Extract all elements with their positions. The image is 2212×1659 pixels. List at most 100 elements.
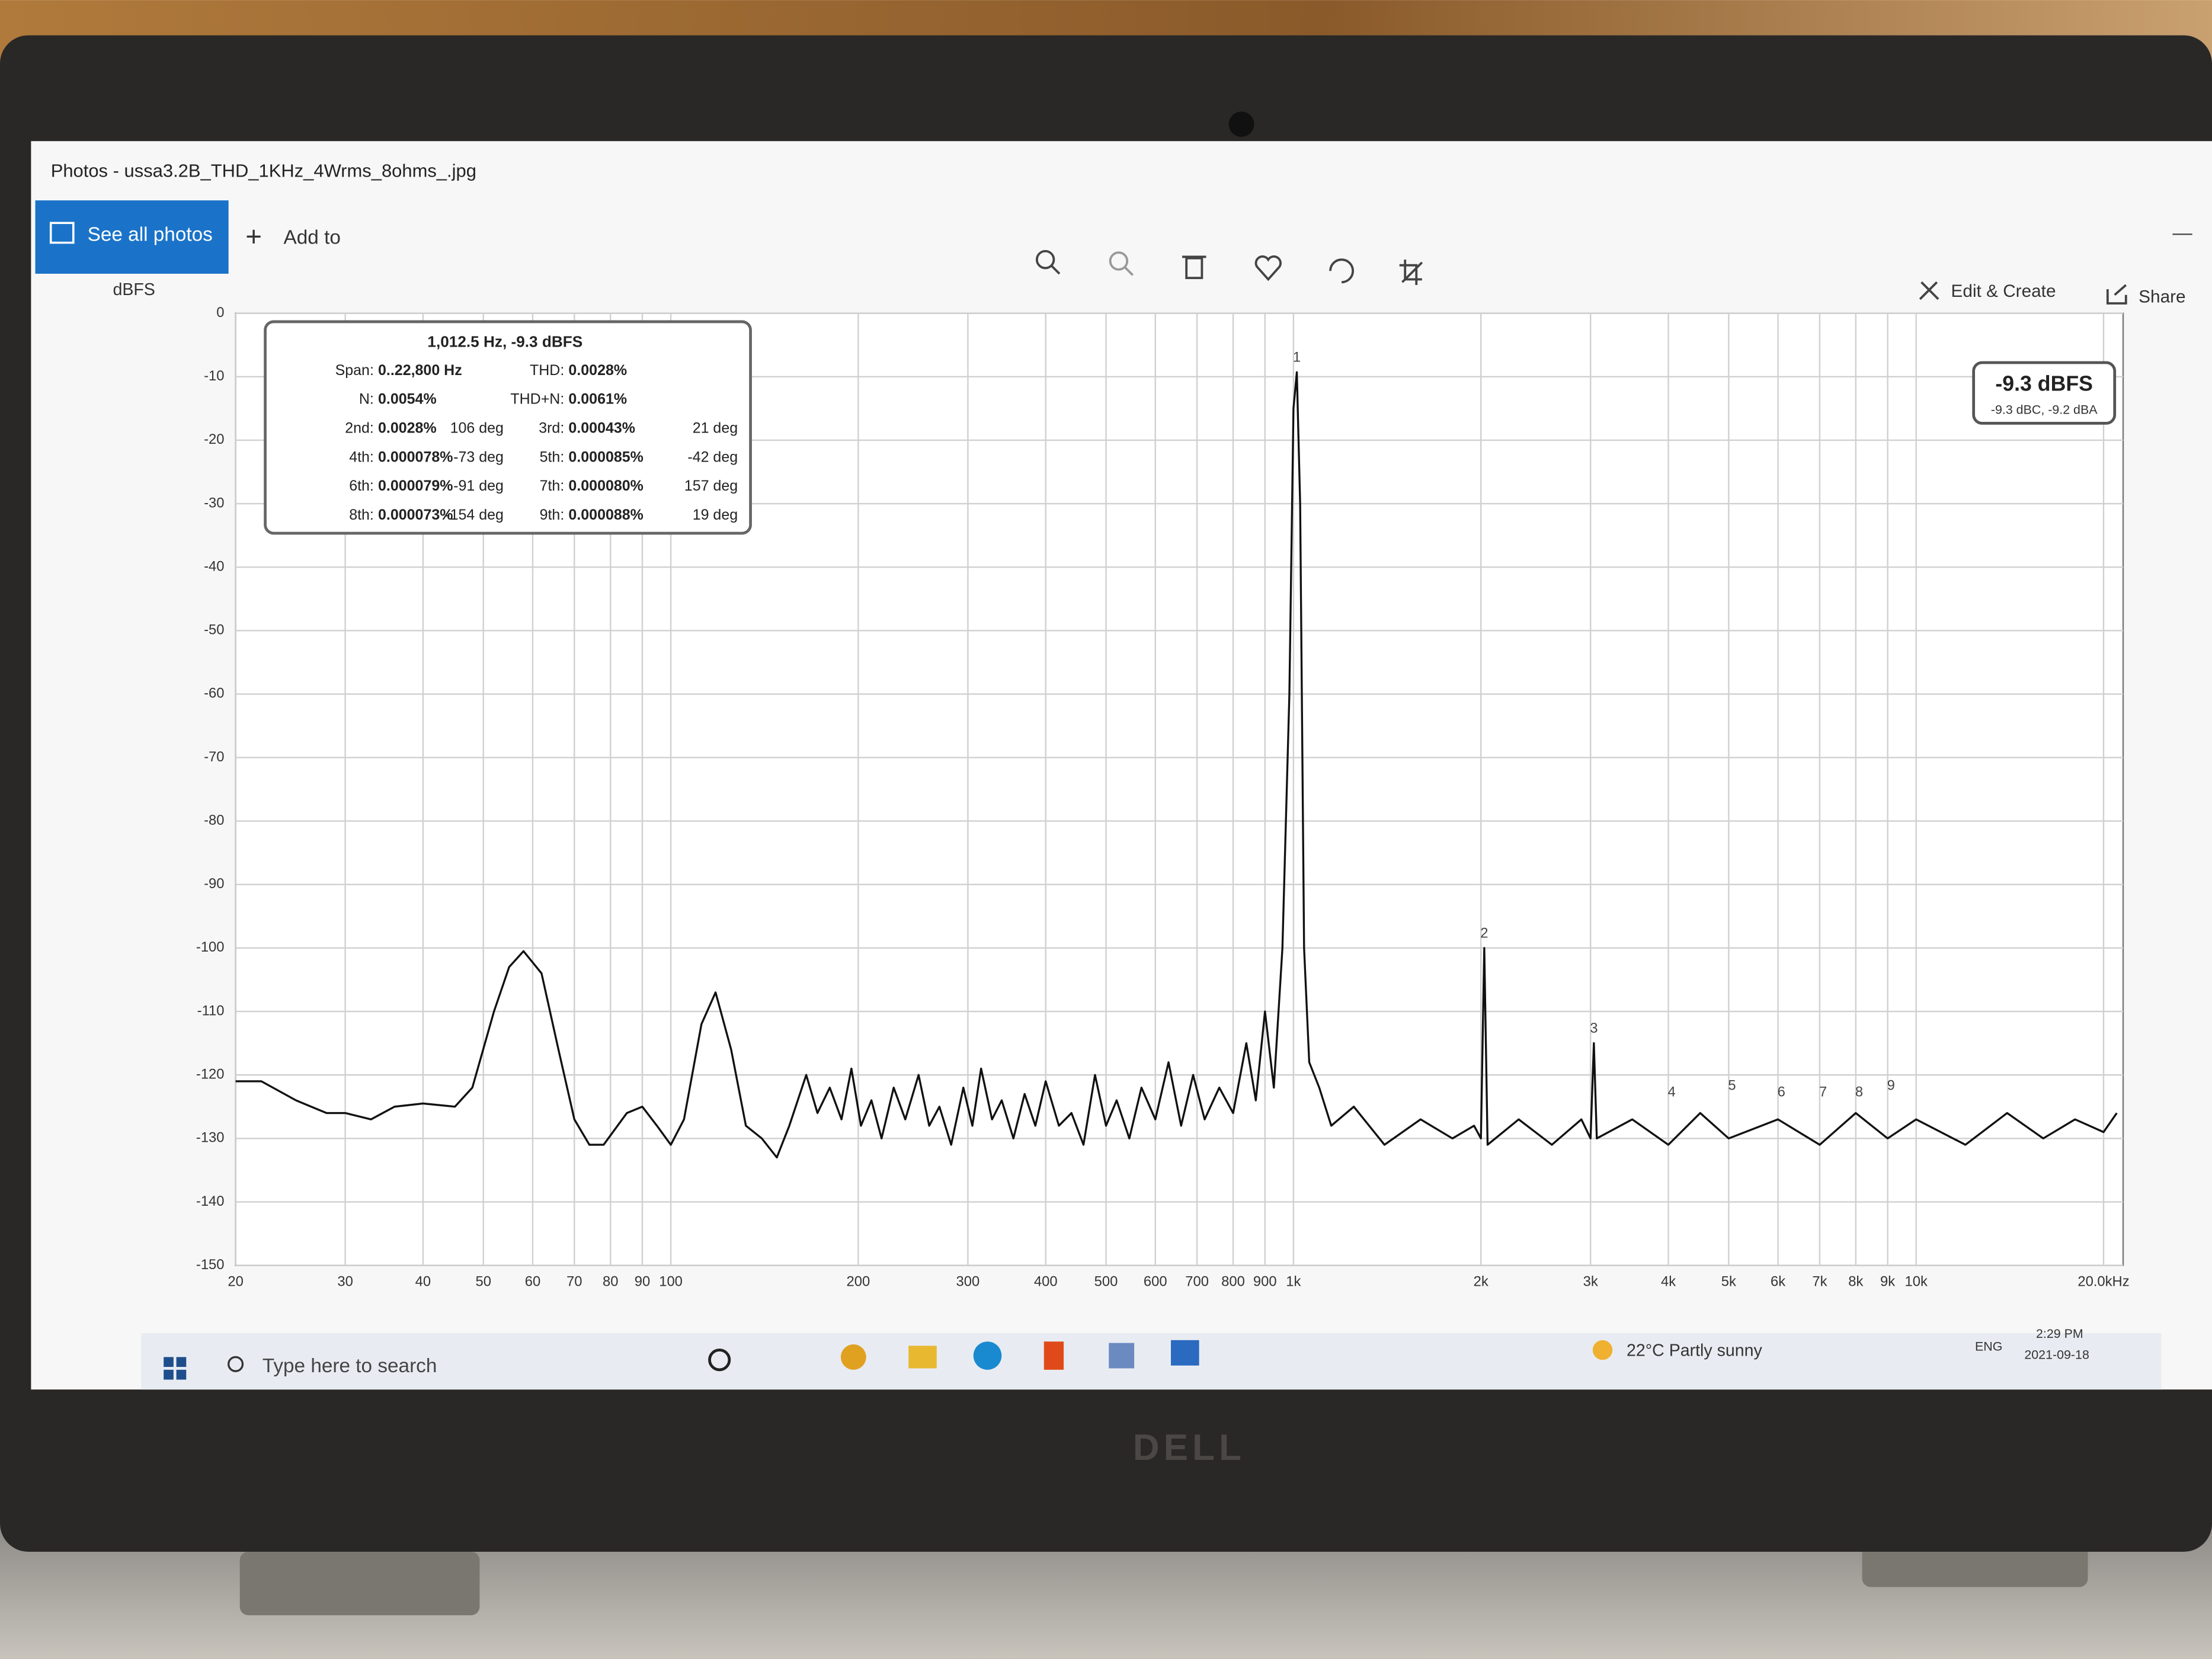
info-cell: THD: [530, 362, 564, 379]
x-tick-label: 50 [476, 1273, 491, 1289]
y-tick-label: -100 [196, 939, 225, 955]
x-tick-label: 9k [1880, 1273, 1895, 1289]
harmonic-marker: 9 [1887, 1078, 1895, 1094]
x-tick-label: 700 [1185, 1273, 1209, 1289]
y-tick-label: -110 [197, 1003, 225, 1019]
y-tick-label: 0 [216, 305, 224, 321]
info-cell: 0.00043% [568, 419, 635, 436]
y-axis-label: dBFS [113, 280, 155, 299]
webcam [1228, 111, 1254, 137]
edge[interactable] [973, 1341, 1002, 1370]
time: 2:29 PM [2036, 1327, 2083, 1341]
readout-box [1972, 361, 2117, 425]
weather[interactable]: 22°C Partly sunny [1627, 1341, 1763, 1360]
info-cell: 0.0028% [568, 362, 627, 379]
info-cell: 0.0061% [568, 391, 627, 408]
harmonic-marker: 2 [1480, 925, 1488, 941]
add-to[interactable]: Add to [284, 226, 341, 248]
x-tick-label: 7k [1812, 1273, 1827, 1289]
delete[interactable] [1185, 257, 1203, 280]
crop[interactable] [1399, 260, 1423, 286]
info-cell: 0.000088% [568, 507, 643, 523]
info-cell: 0..22,800 Hz [378, 362, 462, 379]
icon [49, 222, 75, 244]
y-tick-label: -30 [204, 495, 224, 511]
x-tick-label: 60 [525, 1273, 540, 1289]
date: 2021-09-18 [2024, 1348, 2089, 1362]
search-icon [228, 1356, 244, 1372]
x-tick-label: 70 [566, 1273, 582, 1289]
language[interactable]: ENG [1975, 1339, 2002, 1353]
y-tick-label: -140 [196, 1193, 225, 1209]
x-tick-label: 20.0kHz [2077, 1273, 2129, 1289]
cortana[interactable] [708, 1349, 731, 1372]
info-cell: 6th: [349, 478, 374, 494]
x-tick-label: 2k [1474, 1273, 1488, 1289]
readout-sub: -9.3 dBC, -9.2 dBA [1991, 403, 2098, 417]
x-tick-label: 90 [635, 1273, 650, 1289]
x-tick-label: 1k [1286, 1273, 1301, 1289]
info-cell: 0.000080% [568, 478, 643, 494]
office[interactable] [1043, 1341, 1064, 1370]
edit-create[interactable]: Edit & Create [1951, 281, 2056, 301]
readout-main: -9.3 dBFS [1995, 372, 2093, 396]
app[interactable] [1109, 1343, 1135, 1369]
weather-icon [1592, 1340, 1613, 1360]
x-tick-label: 8k [1848, 1273, 1863, 1289]
info-panel [264, 320, 752, 535]
search-box[interactable]: Type here to search [263, 1355, 437, 1377]
info-cell: 106 deg [450, 419, 504, 436]
y-tick-label: -70 [204, 749, 224, 765]
harmonic-marker: 3 [1590, 1020, 1598, 1036]
hinge [239, 1551, 480, 1616]
start-button[interactable] [164, 1357, 187, 1380]
info-cell: -154 deg [445, 507, 504, 523]
x-tick-label: 6k [1771, 1273, 1785, 1289]
x-tick-label: 30 [337, 1273, 353, 1289]
x-tick-label: 5k [1721, 1273, 1736, 1289]
info-cell: -91 deg [453, 478, 504, 494]
x-tick-label: 80 [603, 1273, 618, 1289]
see-all-button[interactable] [35, 200, 229, 274]
y-tick-label: -120 [196, 1066, 225, 1082]
x-tick-label: 200 [847, 1273, 870, 1289]
logo: DELL [1133, 1427, 1246, 1468]
info-title: 1,012.5 Hz, -9.3 dBFS [427, 333, 582, 351]
share[interactable]: Share [2139, 287, 2185, 306]
plus-icon: + [245, 221, 262, 252]
zoom-in[interactable] [1035, 249, 1055, 270]
info-cell: 4th: [349, 449, 374, 465]
harmonic-marker: 6 [1778, 1084, 1785, 1100]
y-tick-label: -50 [204, 622, 224, 638]
zoom-out[interactable] [1109, 251, 1129, 271]
x-tick-label: 100 [659, 1273, 683, 1289]
favorite[interactable] [1254, 255, 1282, 281]
info-box: 1,012.5 Hz, -9.3 dBFS Span: 0..22,800 Hz T… [264, 320, 752, 535]
y-tick-label: -20 [204, 431, 224, 447]
info-cell: -73 deg [453, 449, 504, 465]
edit-icon [1919, 281, 1939, 300]
info-cell: 3rd: [539, 419, 564, 436]
y-tick-label: -40 [204, 558, 224, 574]
see-all-label[interactable]: See all photos [88, 224, 213, 246]
x-tick-label: 400 [1034, 1273, 1058, 1289]
explorer[interactable] [908, 1346, 937, 1369]
x-tick-label: 4k [1661, 1273, 1676, 1289]
harmonic-marker: 1 [1293, 350, 1301, 366]
x-tick-label: 10k [1904, 1273, 1927, 1289]
rotate[interactable] [1329, 258, 1354, 284]
window-title: Photos - ussa3.2B_THD_1KHz_4Wrms_8ohms_.… [51, 161, 476, 181]
toolbar-icons [1035, 249, 2127, 305]
info-cell: N: [359, 391, 374, 408]
info-cell: 0.0054% [378, 391, 437, 408]
chrome[interactable] [840, 1344, 866, 1370]
y-tick-label: -90 [204, 876, 224, 892]
minimize[interactable]: — [2172, 222, 2192, 244]
y-tick-label: -80 [204, 812, 224, 828]
y-tick-label: -60 [204, 686, 224, 702]
info-cell: 0.000079% [378, 478, 453, 494]
x-tick-label: 800 [1221, 1273, 1245, 1289]
photos-app[interactable] [1171, 1340, 1199, 1366]
harmonic-marker: 8 [1855, 1084, 1863, 1100]
